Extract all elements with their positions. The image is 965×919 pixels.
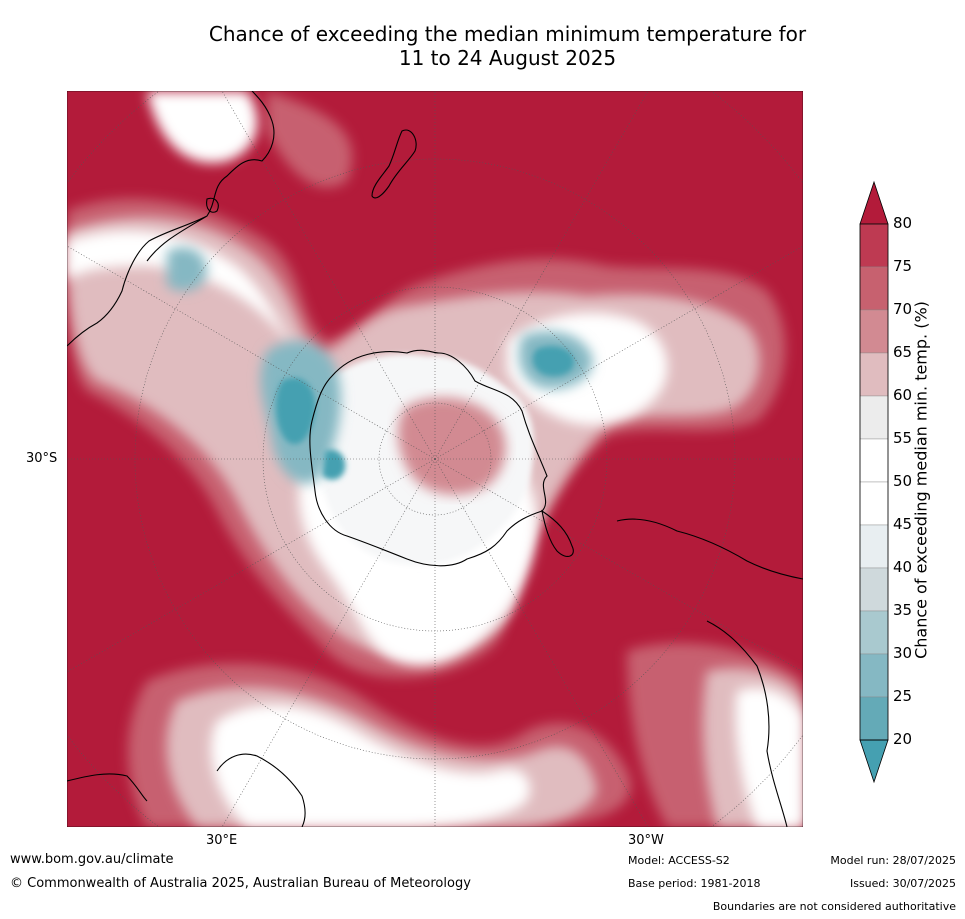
footer-base-period: Base period: 1981-2018: [628, 877, 761, 890]
footer-disclaimer: Boundaries are not considered authoritat…: [712, 900, 956, 913]
colorbar-tick-label: 30: [893, 644, 913, 662]
footer-website: www.bom.gov.au/climate: [10, 852, 174, 867]
colorbar-swatch: [859, 223, 889, 268]
colorbar-swatch: [859, 266, 889, 311]
colorbar-extend-top: [859, 180, 889, 225]
lon-label-30w: 30°W: [628, 833, 664, 848]
footer-model: Model: ACCESS-S2: [628, 854, 730, 867]
colorbar-swatches: [859, 180, 889, 784]
east-antarctica-warm-patch: [397, 397, 506, 495]
colorbar-tick-label: 55: [893, 429, 913, 447]
chart-title: Chance of exceeding the median minimum t…: [0, 22, 965, 70]
colorbar-tick-label: 70: [893, 300, 913, 318]
australia-coastline: [67, 91, 275, 347]
colorbar-swatch: [859, 610, 889, 655]
colorbar-extend-bottom: [859, 739, 889, 784]
africa-coastline: [67, 753, 306, 827]
map-canvas: [67, 91, 803, 827]
colorbar-tick-label: 60: [893, 386, 913, 404]
antarctic-peninsula-coastline: [541, 509, 574, 557]
colorbar-label: Chance of exceeding median min. temp. (%…: [911, 301, 931, 659]
colorbar-swatch: [859, 395, 889, 440]
colorbar-tick-label: 35: [893, 601, 913, 619]
antarctica-coastline: [309, 349, 548, 567]
colorbar-swatch: [859, 438, 889, 483]
colorbar-tick-label: 20: [893, 730, 913, 748]
colorbar-swatch: [859, 567, 889, 612]
colorbar-tick-label: 45: [893, 515, 913, 533]
lon-label-30e: 30°E: [206, 833, 238, 848]
colorbar-swatch: [859, 481, 889, 526]
colorbar-tick-label: 80: [893, 214, 913, 232]
colorbar-swatch: [859, 309, 889, 354]
colorbar-outline: [859, 223, 889, 741]
colorbar: [858, 180, 965, 800]
title-line-2: 11 to 24 August 2025: [398, 46, 617, 70]
graticule: [67, 91, 803, 827]
new-zealand-coastline: [371, 129, 417, 199]
lat-label-30s: 30°S: [26, 451, 58, 466]
footer-issued: Issued: 30/07/2025: [849, 877, 956, 890]
tasmania-coastline: [206, 197, 219, 213]
south-america-coastline: [616, 518, 803, 827]
colorbar-swatch: [859, 352, 889, 397]
colorbar-tick-label: 50: [893, 472, 913, 490]
polar-map: [67, 91, 803, 827]
colorbar-tick-label: 40: [893, 558, 913, 576]
probability-25-zone: [275, 346, 575, 480]
footer-copyright: © Commonwealth of Australia 2025, Austra…: [10, 876, 471, 891]
colorbar-tick-label: 65: [893, 343, 913, 361]
colorbar-swatch: [859, 524, 889, 569]
coastlines: [67, 91, 803, 827]
colorbar-swatch: [859, 696, 889, 741]
colorbar-swatch: [859, 653, 889, 698]
title-line-1: Chance of exceeding the median minimum t…: [208, 22, 807, 46]
footer-model-run: Model run: 28/07/2025: [830, 854, 956, 867]
colorbar-tick-label: 75: [893, 257, 913, 275]
colorbar-tick-label: 25: [893, 687, 913, 705]
